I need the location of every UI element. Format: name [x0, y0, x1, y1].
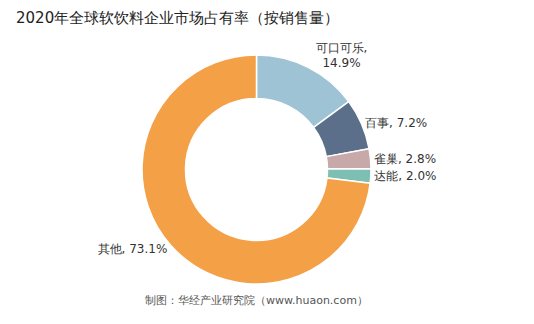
svg-text:制图：华经产业研究院（www.huaon.com）: 制图：华经产业研究院（www.huaon.com） [145, 294, 368, 307]
svg-text:雀巢, 2.8%: 雀巢, 2.8% [374, 152, 436, 166]
svg-text:2020年全球软饮料企业市场占有率（按销售量）: 2020年全球软饮料企业市场占有率（按销售量） [16, 9, 339, 27]
svg-text:达能, 2.0%: 达能, 2.0% [374, 169, 436, 183]
svg-text:可口可乐,14.9%: 可口可乐,14.9% [316, 41, 368, 71]
svg-text:百事, 7.2%: 百事, 7.2% [365, 116, 427, 130]
svg-text:其他, 73.1%: 其他, 73.1% [98, 242, 168, 256]
